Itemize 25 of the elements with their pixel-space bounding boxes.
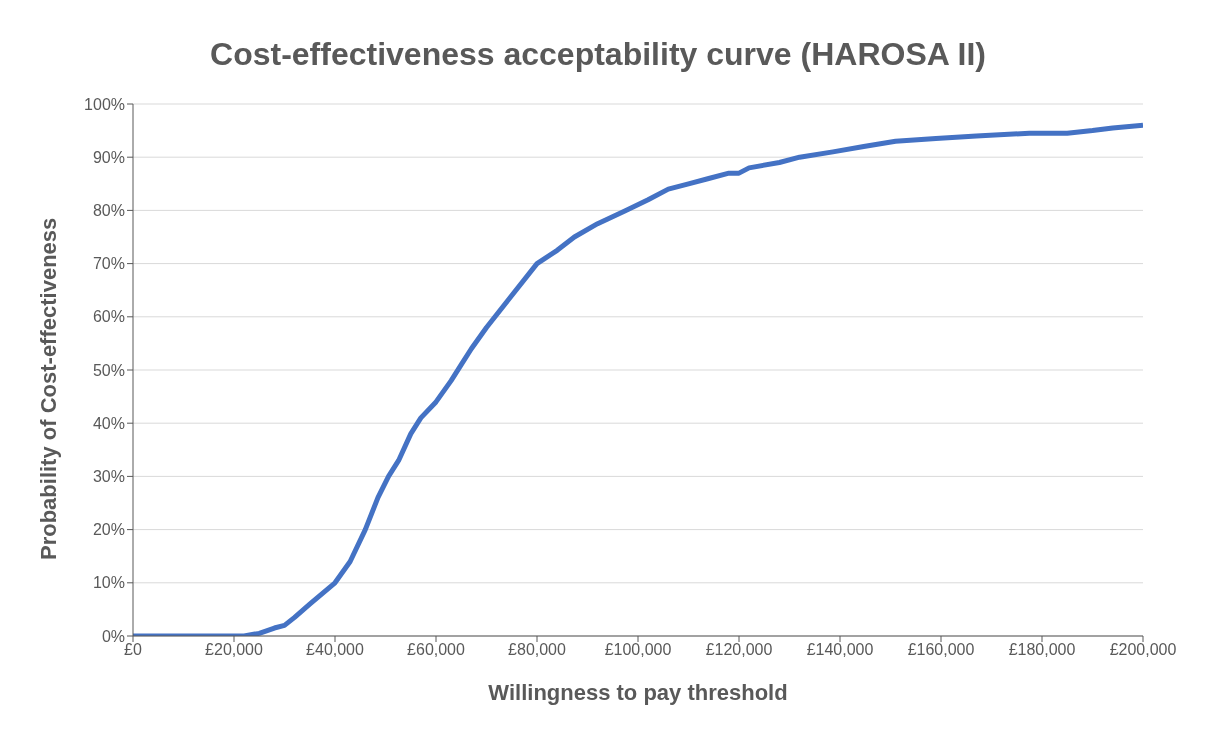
y-tick-label: 30% (92, 468, 125, 486)
y-tick-label: 100% (84, 95, 125, 113)
x-tick-label: £100,000 (604, 641, 672, 659)
x-axis-title: Willingness to pay threshold (488, 680, 788, 705)
y-tick-label: 90% (92, 148, 125, 166)
x-tick-label: £140,000 (806, 641, 874, 659)
chart-title: Cost-effectiveness acceptability curve (HAROSA II) (209, 35, 987, 74)
y-tick-label: 20% (92, 521, 125, 539)
y-tick-label: 0% (101, 627, 125, 645)
x-tick-label: £120,000 (705, 641, 773, 659)
x-tick-label: £180,000 (1008, 641, 1076, 659)
x-tick-label: £20,000 (205, 641, 264, 659)
x-tick-label: £200,000 (1109, 641, 1177, 659)
y-tick-label: 40% (92, 414, 125, 432)
y-tick-label: 50% (92, 361, 125, 379)
y-axis-title: Probability of Cost-effectiveness (35, 217, 61, 560)
x-tick-label: £0 (124, 641, 142, 659)
y-tick-label: 80% (92, 202, 125, 220)
y-tick-label: 70% (92, 255, 125, 273)
x-tick-label: £160,000 (907, 641, 975, 659)
x-tick-label: £60,000 (407, 641, 466, 659)
y-tick-label: 60% (92, 308, 125, 326)
y-tick-label: 10% (92, 574, 125, 592)
x-tick-label: £80,000 (508, 641, 567, 659)
x-tick-label: £40,000 (306, 641, 365, 659)
